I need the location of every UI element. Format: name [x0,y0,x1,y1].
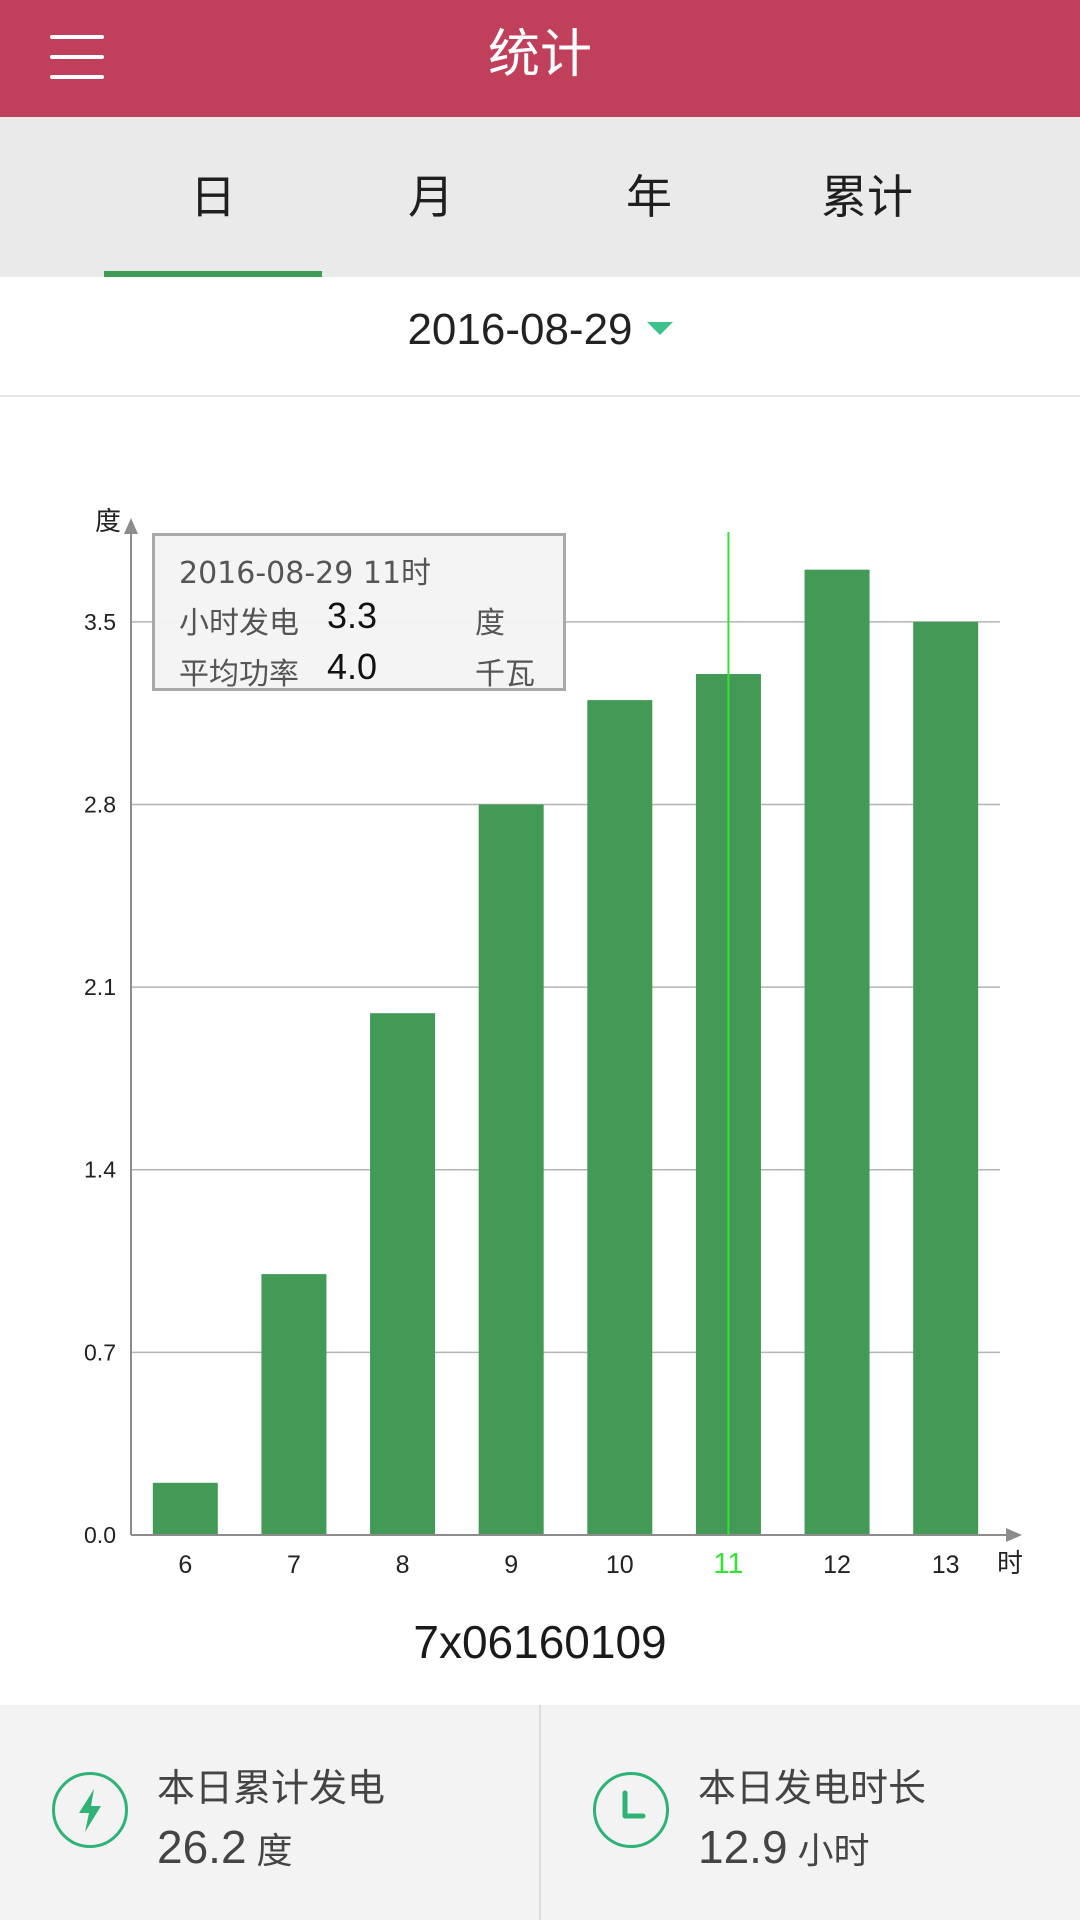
tooltip-value: 4.0 [327,646,378,687]
x-tick-label: 9 [504,1551,518,1579]
x-tick-label: 11 [713,1548,743,1580]
chart-tooltip: 2016-08-29 11时 小时发电 3.3 度 平均功率 4.0 千瓦 [152,533,566,692]
tooltip-label: 平均功率 [179,657,299,692]
date-picker[interactable]: 2016-08-29 [407,305,673,355]
footer-divider [539,1705,541,1920]
x-tick-label: 13 [932,1551,960,1579]
hourly-generation-chart[interactable]: 0.0 0.7 1.4 2.1 2.8 3.5 度时 6 7 8 9 10 11 12 13 [0,500,1080,1590]
stat-value-row: 26.2 度 [157,1820,293,1874]
x-tick-label: 6 [178,1551,192,1579]
chart-bar[interactable] [370,1013,436,1535]
date-value: 2016-08-29 [407,305,633,354]
x-axis-arrow [1006,1528,1022,1542]
lightning-icon [52,1772,128,1848]
x-tick-label: 12 [823,1551,851,1579]
y-axis-label: 度 [95,507,121,537]
tooltip-label: 小时发电 [179,606,299,641]
stat-value: 12.9 [698,1821,788,1873]
menu-icon[interactable] [50,35,106,81]
y-axis-arrow [124,518,138,534]
page-title: 统计 [487,25,592,85]
tooltip-row-power: 平均功率 4.0 千瓦 [179,646,539,699]
x-tick-label: 10 [606,1551,634,1579]
stat-unit: 度 [256,1831,293,1872]
stat-value-row: 12.9 小时 [698,1820,870,1874]
chart-bar[interactable] [152,1482,218,1535]
tab-cumulative[interactable]: 累计 [821,170,913,224]
tooltip-value: 3.3 [327,595,378,636]
stat-label: 本日累计发电 [157,1766,386,1810]
y-tick-label: 1.4 [84,1157,116,1183]
chart-bar[interactable] [261,1274,327,1535]
stat-value: 26.2 [157,1821,247,1873]
x-tick-label: 7 [287,1551,301,1579]
caret-down-icon [646,321,673,335]
stats-footer: 本日累计发电 26.2 度 本日发电时长 12.9 小时 [0,1705,1080,1920]
stat-daily-duration: 本日发电时长 12.9 小时 [541,1705,1080,1920]
y-tick-label: 2.1 [84,974,116,1000]
y-tick-label: 0.7 [84,1339,116,1365]
tooltip-row-energy: 小时发电 3.3 度 [179,595,539,648]
device-id: 7x06160109 [413,1616,667,1668]
tooltip-title: 2016-08-29 11时 [179,556,432,591]
y-tick-label: 3.5 [84,609,116,635]
clock-icon [593,1772,669,1848]
tooltip-unit: 千瓦 [475,657,535,692]
tooltip-unit: 度 [475,606,505,641]
y-tick-label: 2.8 [84,791,116,817]
stat-daily-energy: 本日累计发电 26.2 度 [0,1705,539,1920]
chart-bar[interactable] [478,804,544,1535]
y-tick-label: 0.0 [84,1522,116,1548]
x-axis-label: 时 [997,1549,1023,1579]
stat-unit: 小时 [797,1831,870,1872]
chart-bar[interactable] [804,569,870,1535]
chart-bar[interactable] [587,700,653,1535]
x-tick-label: 8 [396,1551,410,1579]
chart-bar[interactable] [913,621,979,1535]
stat-label: 本日发电时长 [698,1766,927,1810]
tab-day[interactable]: 日 [104,117,322,277]
date-row: 2016-08-29 [0,277,1080,397]
header-bar: 统计 [0,0,1080,117]
tab-year[interactable]: 年 [626,170,672,224]
tab-month[interactable]: 月 [408,170,454,224]
period-tabs: 日 月 年 累计 [0,117,1080,277]
